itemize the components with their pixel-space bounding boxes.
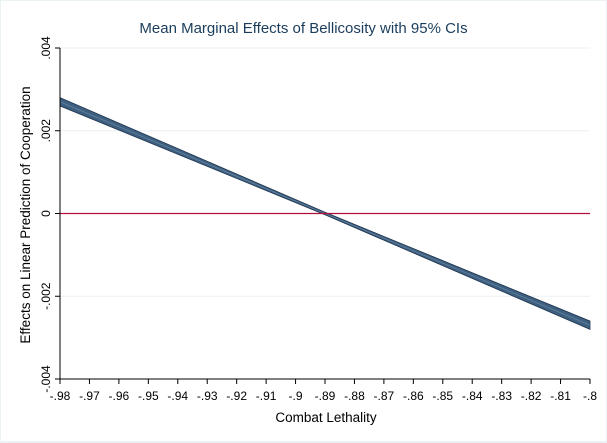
y-axis-ticks: -.004 -.002 0 .002 .004 — [39, 36, 60, 393]
x-tick-label: -.97 — [79, 389, 100, 403]
x-tick-label: -.87 — [374, 389, 395, 403]
x-axis-label: Combat Lethality — [275, 410, 377, 425]
x-tick-label: -.92 — [226, 389, 247, 403]
x-tick-label: -.88 — [344, 389, 365, 403]
x-tick-label: -.9 — [289, 389, 303, 403]
x-tick-label: -.93 — [197, 389, 218, 403]
x-tick-label: -.83 — [491, 389, 512, 403]
y-tick-label: .002 — [39, 119, 53, 143]
y-tick-label: -.004 — [39, 365, 53, 393]
y-tick-label: -.002 — [39, 282, 53, 310]
chart-title: Mean Marginal Effects of Bellicosity wit… — [139, 20, 467, 37]
y-tick-label: 0 — [39, 210, 53, 217]
x-tick-label: -.94 — [167, 389, 188, 403]
x-tick-label: -.8 — [583, 389, 597, 403]
x-tick-label: -.98 — [50, 389, 71, 403]
x-tick-label: -.85 — [432, 389, 453, 403]
y-tick-label: .004 — [39, 36, 53, 60]
x-tick-label: -.95 — [138, 389, 159, 403]
x-tick-label: -.96 — [109, 389, 130, 403]
x-tick-label: -.84 — [462, 389, 483, 403]
x-axis-ticks: -.98 -.97 -.96 -.95 -.94 -.93 -.92 -.91 -.9 -.89-… — [50, 379, 597, 403]
x-tick-label: -.81 — [550, 389, 571, 403]
x-tick-label: -.82 — [521, 389, 542, 403]
x-tick-label: -.86 — [403, 389, 424, 403]
y-axis-label: Effects on Linear Prediction of Cooperat… — [18, 86, 33, 343]
x-tick-label: -.91 — [256, 389, 277, 403]
x-tick-label: -.89 — [315, 389, 336, 403]
